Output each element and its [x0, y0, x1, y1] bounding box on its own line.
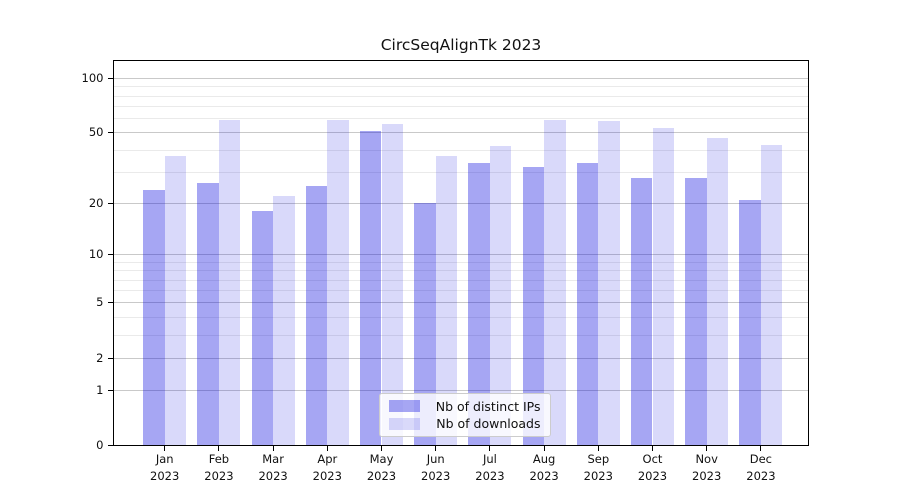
x-tick-mark: [218, 446, 220, 451]
minor-gridline: [113, 149, 809, 151]
bar-downloads: [598, 121, 620, 446]
y-tick-mark: [108, 389, 113, 391]
minor-gridline: [113, 279, 809, 281]
bar-distinct-ips: [685, 177, 707, 446]
y-tick-label: 10: [88, 247, 104, 262]
chart-title: CircSeqAlignTk 2023: [380, 36, 542, 54]
bar-distinct-ips: [197, 183, 219, 446]
bar-distinct-ips: [739, 199, 761, 446]
x-tick-mark: [435, 446, 437, 451]
x-tick-label: Feb 2023: [204, 452, 234, 484]
bar-distinct-ips: [359, 131, 382, 446]
legend-swatch-downloads: [388, 417, 420, 430]
minor-gridline: [113, 261, 809, 263]
y-tick-mark: [108, 202, 113, 204]
x-tick-label: May 2023: [366, 452, 397, 484]
bar-downloads: [489, 146, 512, 446]
bar-distinct-ips: [576, 162, 599, 446]
legend-item: Nb of distinct IPs: [388, 398, 541, 414]
x-tick-mark: [381, 446, 382, 451]
x-tick-label: Apr 2023: [312, 452, 342, 484]
x-tick-label: Aug 2023: [529, 452, 559, 484]
y-tick-label: 0: [96, 437, 104, 452]
minor-gridline: [113, 290, 809, 292]
y-tick-label: 1: [96, 382, 104, 397]
y-tick-mark: [108, 357, 113, 359]
bar-downloads: [327, 119, 349, 446]
x-tick-mark: [326, 446, 328, 451]
minor-gridline: [113, 334, 809, 336]
bar-downloads: [273, 196, 295, 446]
x-tick-label: Dec 2023: [746, 452, 776, 484]
legend: Nb of distinct IPs Nb of downloads: [378, 393, 551, 437]
bar-distinct-ips: [522, 167, 545, 446]
x-tick-label: Nov 2023: [692, 452, 722, 484]
x-tick-mark: [597, 446, 599, 451]
x-tick-label: Sep 2023: [583, 452, 613, 484]
x-tick-label: Jul 2023: [475, 452, 505, 484]
major-gridline: [113, 357, 809, 359]
y-tick-mark: [108, 302, 113, 304]
y-tick-mark: [108, 78, 113, 80]
major-gridline: [113, 132, 809, 134]
minor-gridline: [113, 106, 809, 108]
bar-downloads: [435, 156, 458, 446]
major-gridline: [113, 302, 809, 304]
x-tick-label: Mar 2023: [258, 452, 288, 484]
y-tick-mark: [108, 132, 113, 134]
minor-gridline: [113, 86, 809, 88]
minor-gridline: [113, 95, 809, 97]
bar-downloads: [760, 144, 783, 446]
legend-label: Nb of distinct IPs: [435, 398, 541, 414]
legend-item: Nb of downloads: [388, 416, 541, 432]
bar-downloads: [544, 119, 566, 446]
y-tick-label: 100: [81, 71, 104, 86]
major-gridline: [113, 202, 809, 204]
x-tick-label: Jan 2023: [150, 452, 180, 484]
x-tick-mark: [706, 446, 708, 451]
x-tick-mark: [543, 446, 545, 451]
bar-distinct-ips: [414, 203, 436, 446]
bar-distinct-ips: [630, 177, 653, 446]
x-tick-mark: [652, 446, 653, 451]
minor-gridline: [113, 316, 809, 318]
legend-swatch-distinct-ips: [388, 400, 420, 413]
bar-distinct-ips: [143, 189, 165, 446]
minor-gridline: [113, 270, 809, 272]
y-tick-mark: [108, 444, 113, 446]
bar-downloads: [706, 137, 729, 446]
minor-gridline: [113, 118, 809, 120]
x-tick-mark: [164, 446, 166, 451]
y-tick-label: 50: [88, 125, 104, 140]
x-tick-mark: [760, 446, 762, 451]
bar-downloads: [652, 128, 675, 446]
major-gridline: [113, 254, 809, 256]
y-tick-label: 5: [96, 295, 104, 310]
minor-gridline: [113, 171, 809, 173]
bar-downloads: [218, 119, 241, 446]
plot-area: [112, 60, 810, 446]
x-tick-mark: [489, 446, 491, 451]
y-tick-mark: [108, 254, 113, 256]
bar-distinct-ips: [305, 186, 328, 446]
bar-downloads: [381, 124, 404, 446]
bar-downloads: [164, 156, 187, 446]
y-tick-label: 2: [96, 350, 104, 365]
x-tick-label: Oct 2023: [637, 452, 668, 484]
major-gridline: [113, 389, 809, 391]
x-tick-label: Jun 2023: [421, 452, 451, 484]
legend-label: Nb of downloads: [436, 416, 541, 432]
major-gridline: [113, 78, 809, 80]
bar-distinct-ips: [251, 211, 274, 446]
y-tick-label: 20: [88, 195, 104, 210]
x-tick-mark: [272, 446, 274, 451]
bar-distinct-ips: [468, 162, 490, 446]
